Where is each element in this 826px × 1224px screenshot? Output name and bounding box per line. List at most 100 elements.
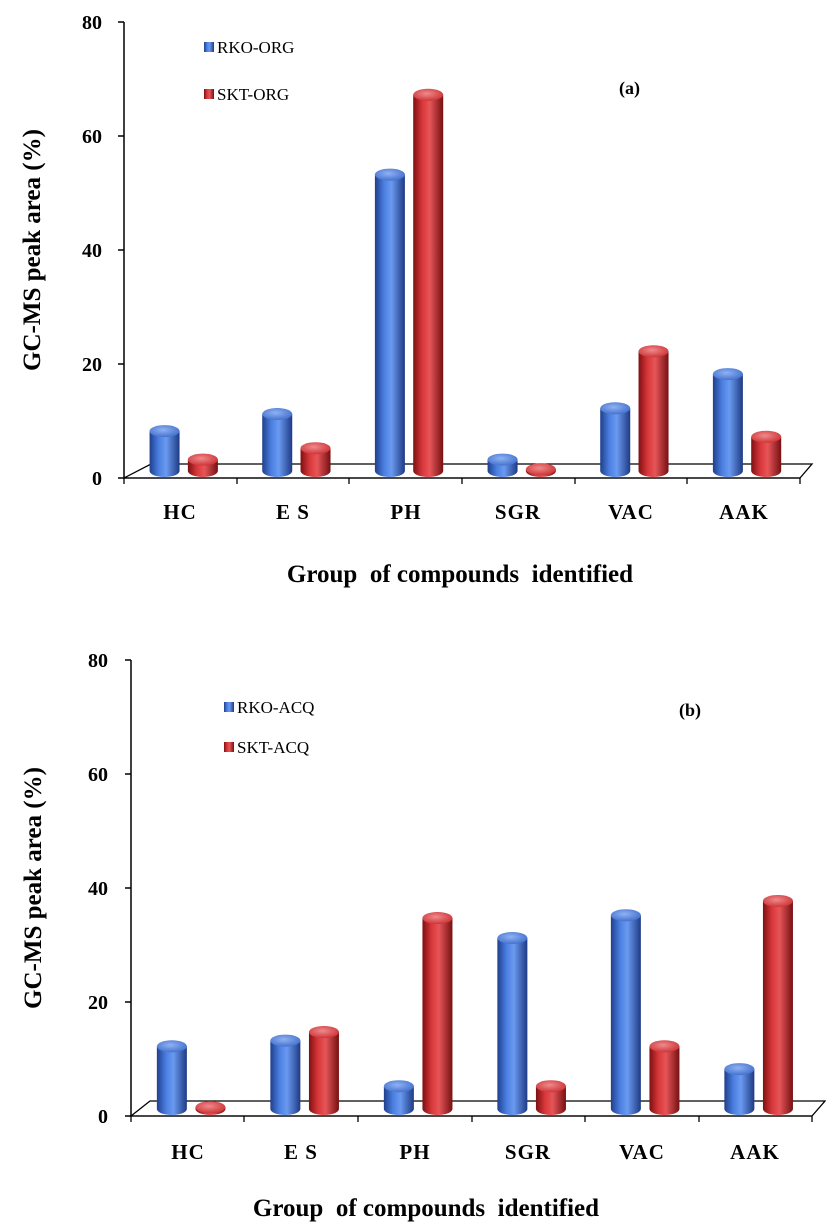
bar-skt-es — [300, 442, 331, 477]
bar-skt-vac — [638, 345, 669, 477]
chart-panel-b: 0 20 40 60 80 HC E S PH SGR VAC AAK Grou… — [20, 650, 826, 1222]
category-label: SGR — [495, 500, 541, 524]
bar-skt-hc — [195, 1101, 226, 1115]
category-labels-a: HC E S PH SGR VAC AAK — [163, 500, 769, 524]
y-tick-label: 20 — [88, 992, 108, 1014]
category-label: HC — [163, 500, 197, 524]
bar-cap — [156, 1040, 187, 1053]
floor-plane-b — [129, 1100, 826, 1117]
x-tick-marks-a — [123, 478, 801, 484]
chart-panel-a: 0 20 40 60 80 HC E S PH SGR VAC AAK Grou… — [19, 12, 814, 588]
bar-body — [156, 1046, 187, 1115]
category-label: AAK — [719, 500, 769, 524]
y-tick-label: 80 — [88, 650, 108, 672]
bar-rko-vac — [610, 909, 641, 1115]
bar-body — [270, 1040, 301, 1115]
legend-label-skt-acq: SKT-ACQ — [237, 738, 309, 757]
bar-skt-hc — [187, 453, 218, 477]
bar-cap — [535, 1080, 566, 1093]
y-tick-label: 60 — [88, 764, 108, 786]
floor-b — [129, 1100, 826, 1117]
y-ticks-a: 0 20 40 60 80 — [82, 12, 124, 490]
bar-body — [535, 1086, 566, 1115]
bar-rko-aak — [712, 368, 743, 477]
bar-body — [149, 431, 180, 477]
legend-swatch-rko-acq — [224, 702, 234, 712]
bar-body — [762, 900, 793, 1115]
y-tick-label: 20 — [82, 354, 102, 376]
bar-body — [383, 1086, 414, 1115]
bar-body — [610, 915, 641, 1115]
bar-body — [638, 351, 669, 477]
floor-a — [123, 463, 814, 479]
bar-cap — [422, 912, 453, 925]
x-axis-title-a: Group of compounds identified — [287, 561, 633, 588]
bar-rko-es — [262, 408, 293, 477]
bar-body — [308, 1032, 339, 1115]
category-labels-b: HC E S PH SGR VAC AAK — [171, 1140, 780, 1164]
bar-cap — [187, 453, 218, 466]
category-label: HC — [171, 1140, 205, 1164]
category-label: E S — [276, 500, 310, 524]
bar-body — [724, 1069, 755, 1115]
bar-body — [262, 414, 293, 477]
category-label: VAC — [619, 1140, 665, 1164]
y-tick-label: 0 — [98, 1106, 108, 1128]
bar-cap — [638, 345, 669, 358]
legend-label-rko-acq: RKO-ACQ — [237, 698, 314, 717]
category-label: SGR — [505, 1140, 551, 1164]
bar-cap — [497, 932, 528, 944]
y-ticks-b: 0 20 40 60 80 — [88, 650, 131, 1128]
bar-body — [300, 448, 331, 477]
bar-cap — [262, 408, 293, 420]
bar-skt-aak — [751, 430, 782, 477]
category-label: AAK — [730, 1140, 780, 1164]
bar-skt-ph — [413, 88, 444, 478]
bar-body — [712, 374, 743, 477]
legend-swatch-skt-acq — [224, 742, 234, 752]
y-tick-label: 40 — [88, 878, 108, 900]
bar-skt-aak — [762, 894, 793, 1115]
bars-a — [149, 88, 782, 478]
x-tick-marks-b — [130, 1116, 813, 1122]
bar-body — [497, 938, 528, 1115]
bar-rko-es — [270, 1034, 301, 1115]
bar-skt-vac — [649, 1040, 680, 1115]
bar-body — [649, 1046, 680, 1115]
bar-cap — [762, 894, 793, 907]
bar-cap — [300, 442, 331, 455]
bar-body — [374, 174, 405, 477]
bar-skt-ph — [422, 912, 453, 1115]
legend-a: RKO-ORG SKT-ORG — [204, 38, 294, 104]
bar-skt-es — [308, 1026, 339, 1115]
bar-rko-hc — [156, 1040, 187, 1115]
legend-b: RKO-ACQ SKT-ACQ — [224, 698, 314, 757]
bar-cap — [724, 1063, 755, 1076]
y-tick-label: 40 — [82, 240, 102, 262]
bar-body — [413, 94, 444, 478]
bar-body — [422, 918, 453, 1115]
bar-cap — [195, 1101, 226, 1114]
bar-cap — [308, 1026, 339, 1039]
panel-label-a: (a) — [619, 78, 640, 99]
bar-rko-vac — [600, 402, 631, 477]
bar-body — [751, 436, 782, 477]
category-label: VAC — [608, 500, 654, 524]
y-tick-label: 60 — [82, 126, 102, 148]
panel-label-b: (b) — [679, 700, 701, 721]
bar-cap — [525, 463, 556, 476]
x-axis-title-b: Group of compounds identified — [253, 1195, 599, 1222]
bar-body — [600, 408, 631, 477]
category-label: E S — [284, 1140, 318, 1164]
bar-cap — [600, 402, 631, 415]
bar-cap — [270, 1034, 301, 1047]
bar-rko-sgr — [487, 453, 518, 477]
bar-rko-ph — [383, 1080, 414, 1115]
legend-swatch-rko-org — [204, 42, 214, 52]
category-label: PH — [390, 500, 421, 524]
bar-rko-hc — [149, 425, 180, 477]
bar-cap — [374, 168, 405, 181]
floor-plane-a — [123, 463, 814, 479]
bar-cap — [649, 1040, 680, 1053]
